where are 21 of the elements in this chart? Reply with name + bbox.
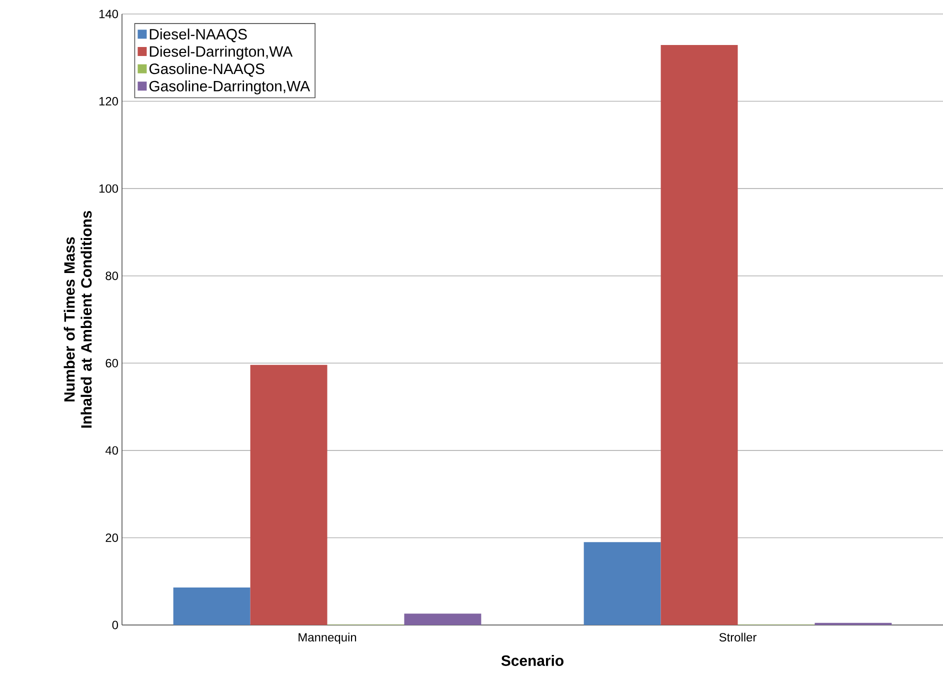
legend-label: Gasoline-Darrington,WA — [149, 80, 310, 94]
bar — [173, 587, 250, 625]
y-axis-title: Number of Times Mass Inhaled at Ambient Conditions — [64, 210, 92, 428]
y-tick-label: 20 — [106, 533, 118, 542]
y-tick-label: 60 — [106, 358, 118, 368]
y-tick-label: 0 — [112, 620, 118, 630]
y-tick-label: 80 — [106, 272, 118, 280]
bar — [250, 364, 328, 625]
legend-label: Diesel-NAAQS — [150, 28, 247, 42]
x-tick-label: Mannequin — [298, 632, 356, 644]
y-tick-label: 100 — [99, 184, 118, 193]
x-tick-label: Stroller — [719, 632, 756, 642]
y-tick-label: 140 — [99, 10, 118, 18]
legend-label: Gasoline-NAAQS — [149, 63, 264, 77]
bar — [404, 614, 482, 625]
y-tick-label: 40 — [105, 446, 118, 455]
bar — [660, 44, 738, 625]
legend-label: Diesel-Darrington,WA — [150, 46, 293, 60]
bar — [584, 542, 661, 625]
x-axis-title: Scenario — [501, 655, 564, 666]
y-tick-label: 120 — [99, 97, 118, 106]
